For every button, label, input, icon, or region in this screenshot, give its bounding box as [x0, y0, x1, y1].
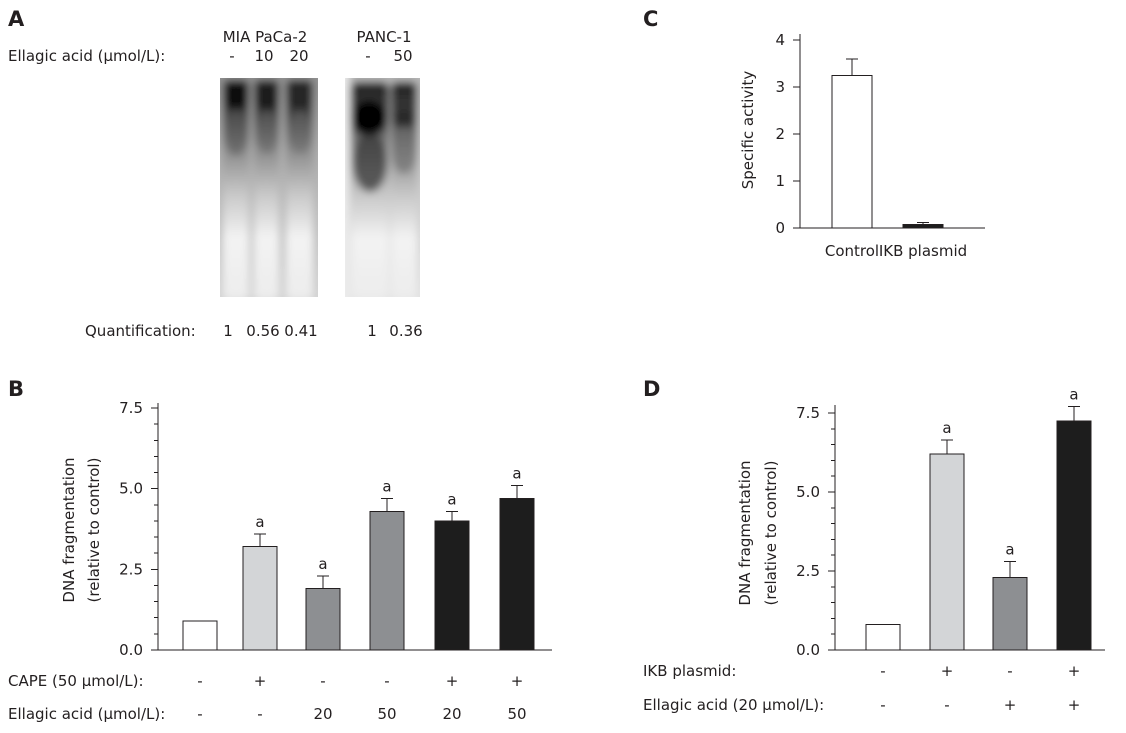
y-tick-label: 1	[775, 172, 785, 190]
y-tick-label: 4	[775, 31, 785, 49]
condition-value: -	[257, 705, 262, 723]
y-tick-label: 5.0	[119, 480, 143, 498]
panel-label-d: D	[643, 377, 660, 401]
condition-value: +	[1068, 662, 1081, 680]
y-axis-title: Specific activity	[739, 71, 757, 190]
condition-value: 50	[507, 705, 526, 723]
gel-image-mia-paca-2	[220, 78, 318, 297]
condition-value: +	[1068, 696, 1081, 714]
quantification-value: 0.36	[389, 322, 422, 340]
chart-layer: 0.0 2.5 5.0 7.5 DNA fragmentation (relative t…	[8, 31, 1105, 723]
y-axis-title: DNA fragmentation	[60, 457, 78, 602]
condition-row-label: Ellagic acid (20 μmol/L):	[643, 696, 824, 714]
dose-label: -	[229, 47, 234, 65]
bar	[242, 546, 278, 651]
dose-label: 20	[289, 47, 308, 65]
y-tick-label: 0	[775, 219, 785, 237]
condition-value: 20	[313, 705, 332, 723]
condition-value: +	[1004, 696, 1017, 714]
significance-label: a	[382, 477, 391, 495]
y-tick-label: 2.5	[119, 560, 143, 578]
bar	[992, 576, 1028, 651]
condition-value: +	[254, 672, 267, 690]
bar	[929, 453, 965, 651]
chart-panel-c: 0 1 2 3 4 Specific activity Control IKB plasmid	[739, 31, 985, 260]
quantification-value: 0.41	[284, 322, 317, 340]
gel-image-panc-1	[345, 78, 420, 297]
condition-value: +	[446, 672, 459, 690]
condition-value: +	[511, 672, 524, 690]
significance-label: a	[512, 464, 521, 482]
y-tick-label: 0.0	[796, 641, 820, 659]
bar	[305, 588, 341, 651]
quantification-value: 0.56	[246, 322, 279, 340]
bar	[499, 497, 535, 651]
dose-label: -	[365, 47, 370, 65]
panel-label-a: A	[8, 7, 25, 31]
panel-a: A MIA PaCa-2 PANC-1 Ellagic acid (μmol/L…	[8, 7, 423, 340]
condition-value: 20	[442, 705, 461, 723]
gel-band	[223, 81, 249, 111]
condition-row-label: Ellagic acid (μmol/L):	[8, 705, 165, 723]
cell-line-mia-paca-2: MIA PaCa-2	[223, 28, 308, 46]
panel-label-b: B	[8, 377, 24, 401]
condition-row-label: IKB plasmid:	[643, 662, 736, 680]
x-category-label: IKB plasmid	[879, 242, 967, 260]
quantification-value: 1	[223, 322, 233, 340]
gel-band	[351, 100, 387, 136]
condition-value: -	[197, 672, 202, 690]
bar	[902, 224, 944, 229]
y-tick-label: 7.5	[796, 404, 820, 422]
bar	[434, 520, 470, 651]
gel-band	[255, 85, 279, 111]
gel-band	[288, 85, 312, 111]
significance-label: a	[942, 419, 951, 437]
significance-label: a	[255, 513, 264, 531]
chart-panel-b: 0.0 2.5 5.0 7.5 DNA fragmentation (relative t…	[8, 399, 552, 723]
quantification-value: 1	[367, 322, 377, 340]
panel-label-c: C	[643, 7, 658, 31]
bar	[865, 624, 901, 651]
bar	[1056, 420, 1092, 651]
chart-panel-d: 0.0 2.5 5.0 7.5 DNA fragmentation (relative t…	[643, 386, 1105, 714]
y-tick-label: 2	[775, 125, 785, 143]
quantification-label: Quantification:	[85, 322, 196, 340]
y-axis-title: DNA fragmentation	[736, 460, 754, 605]
condition-value: -	[197, 705, 202, 723]
y-tick-label: 2.5	[796, 562, 820, 580]
significance-label: a	[1005, 541, 1014, 559]
treatment-label: Ellagic acid (μmol/L):	[8, 47, 165, 65]
condition-value: -	[880, 662, 885, 680]
bar	[182, 620, 218, 651]
significance-label: a	[1069, 386, 1078, 404]
bar	[831, 74, 873, 229]
condition-value: -	[880, 696, 885, 714]
x-category-label: Control	[825, 242, 879, 260]
condition-value: -	[320, 672, 325, 690]
y-tick-label: 3	[775, 78, 785, 96]
condition-value: -	[944, 696, 949, 714]
cell-line-panc-1: PANC-1	[357, 28, 412, 46]
y-axis-title: (relative to control)	[762, 461, 780, 606]
gel-band	[392, 108, 416, 128]
condition-value: -	[1007, 662, 1012, 680]
dose-label: 10	[254, 47, 273, 65]
condition-value: 50	[377, 705, 396, 723]
y-tick-label: 0.0	[119, 641, 143, 659]
condition-row-label: CAPE (50 μmol/L):	[8, 672, 144, 690]
y-tick-label: 7.5	[119, 399, 143, 417]
y-axis-title: (relative to control)	[85, 458, 103, 603]
y-tick-label: 5.0	[796, 483, 820, 501]
bar	[369, 510, 405, 651]
condition-value: -	[384, 672, 389, 690]
dose-label: 50	[393, 47, 412, 65]
significance-label: a	[447, 490, 456, 508]
significance-label: a	[318, 555, 327, 573]
condition-value: +	[941, 662, 954, 680]
